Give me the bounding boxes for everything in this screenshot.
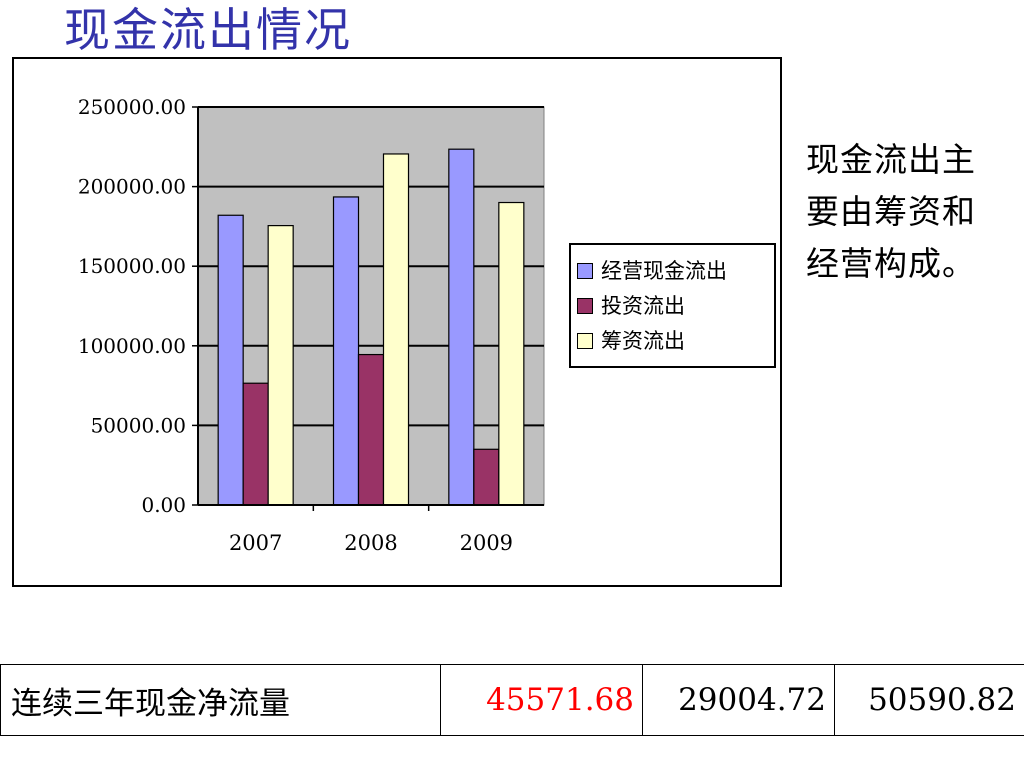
legend-item-financing: 筹资流出 xyxy=(577,328,768,354)
side-note: 现金流出主要由筹资和经营构成。 xyxy=(806,140,976,283)
y-tick-label: 200000.00 xyxy=(78,175,186,199)
bar-2007-s1 xyxy=(242,382,269,506)
chart-legend: 经营现金流出 投资流出 筹资流出 xyxy=(569,243,776,368)
bar-2008-s2 xyxy=(382,153,410,506)
legend-item-operating: 经营现金流出 xyxy=(577,258,768,284)
y-tick-label: 0.00 xyxy=(141,493,186,517)
legend-swatch-financing xyxy=(577,332,593,349)
table-row-label: 连续三年现金净流量 xyxy=(0,664,441,736)
table-value-2007: 45571.68 xyxy=(440,664,643,736)
x-tick-label: 2008 xyxy=(344,531,397,555)
bar-2007-s2 xyxy=(267,225,294,506)
legend-label-operating: 经营现金流出 xyxy=(601,258,727,283)
legend-label-investing: 投资流出 xyxy=(601,293,685,318)
chart-frame: 0.00 50000.00 100000.00 150000.00 200000.00 2… xyxy=(12,57,782,587)
net-cash-flow-table: 连续三年现金净流量 45571.68 29004.72 50590.82 xyxy=(0,664,1024,736)
bar-2007-s0 xyxy=(217,214,244,506)
x-tick-label: 2007 xyxy=(229,531,282,555)
y-tick-label: 250000.00 xyxy=(78,95,186,119)
bar-2009-s2 xyxy=(498,201,525,506)
y-tick-label: 100000.00 xyxy=(78,334,186,358)
legend-item-investing: 投资流出 xyxy=(577,293,768,319)
y-tick-label: 150000.00 xyxy=(78,254,186,278)
bar-2008-s0 xyxy=(332,196,360,506)
bar-2008-s1 xyxy=(357,353,385,506)
bar-chart: 0.00 50000.00 100000.00 150000.00 200000.00 2… xyxy=(78,95,545,555)
table-value-2008: 29004.72 xyxy=(642,664,835,736)
legend-swatch-operating xyxy=(577,262,593,279)
y-tick-label: 50000.00 xyxy=(91,413,186,437)
table-row: 连续三年现金净流量 45571.68 29004.72 50590.82 xyxy=(0,664,1024,736)
legend-label-financing: 筹资流出 xyxy=(601,328,685,353)
page-title: 现金流出情况 xyxy=(64,3,352,57)
bar-2009-s0 xyxy=(448,148,475,506)
legend-swatch-investing xyxy=(577,297,593,314)
table-value-2009: 50590.82 xyxy=(834,664,1024,736)
x-tick-label: 2009 xyxy=(460,531,513,555)
bar-2009-s1 xyxy=(473,448,500,506)
